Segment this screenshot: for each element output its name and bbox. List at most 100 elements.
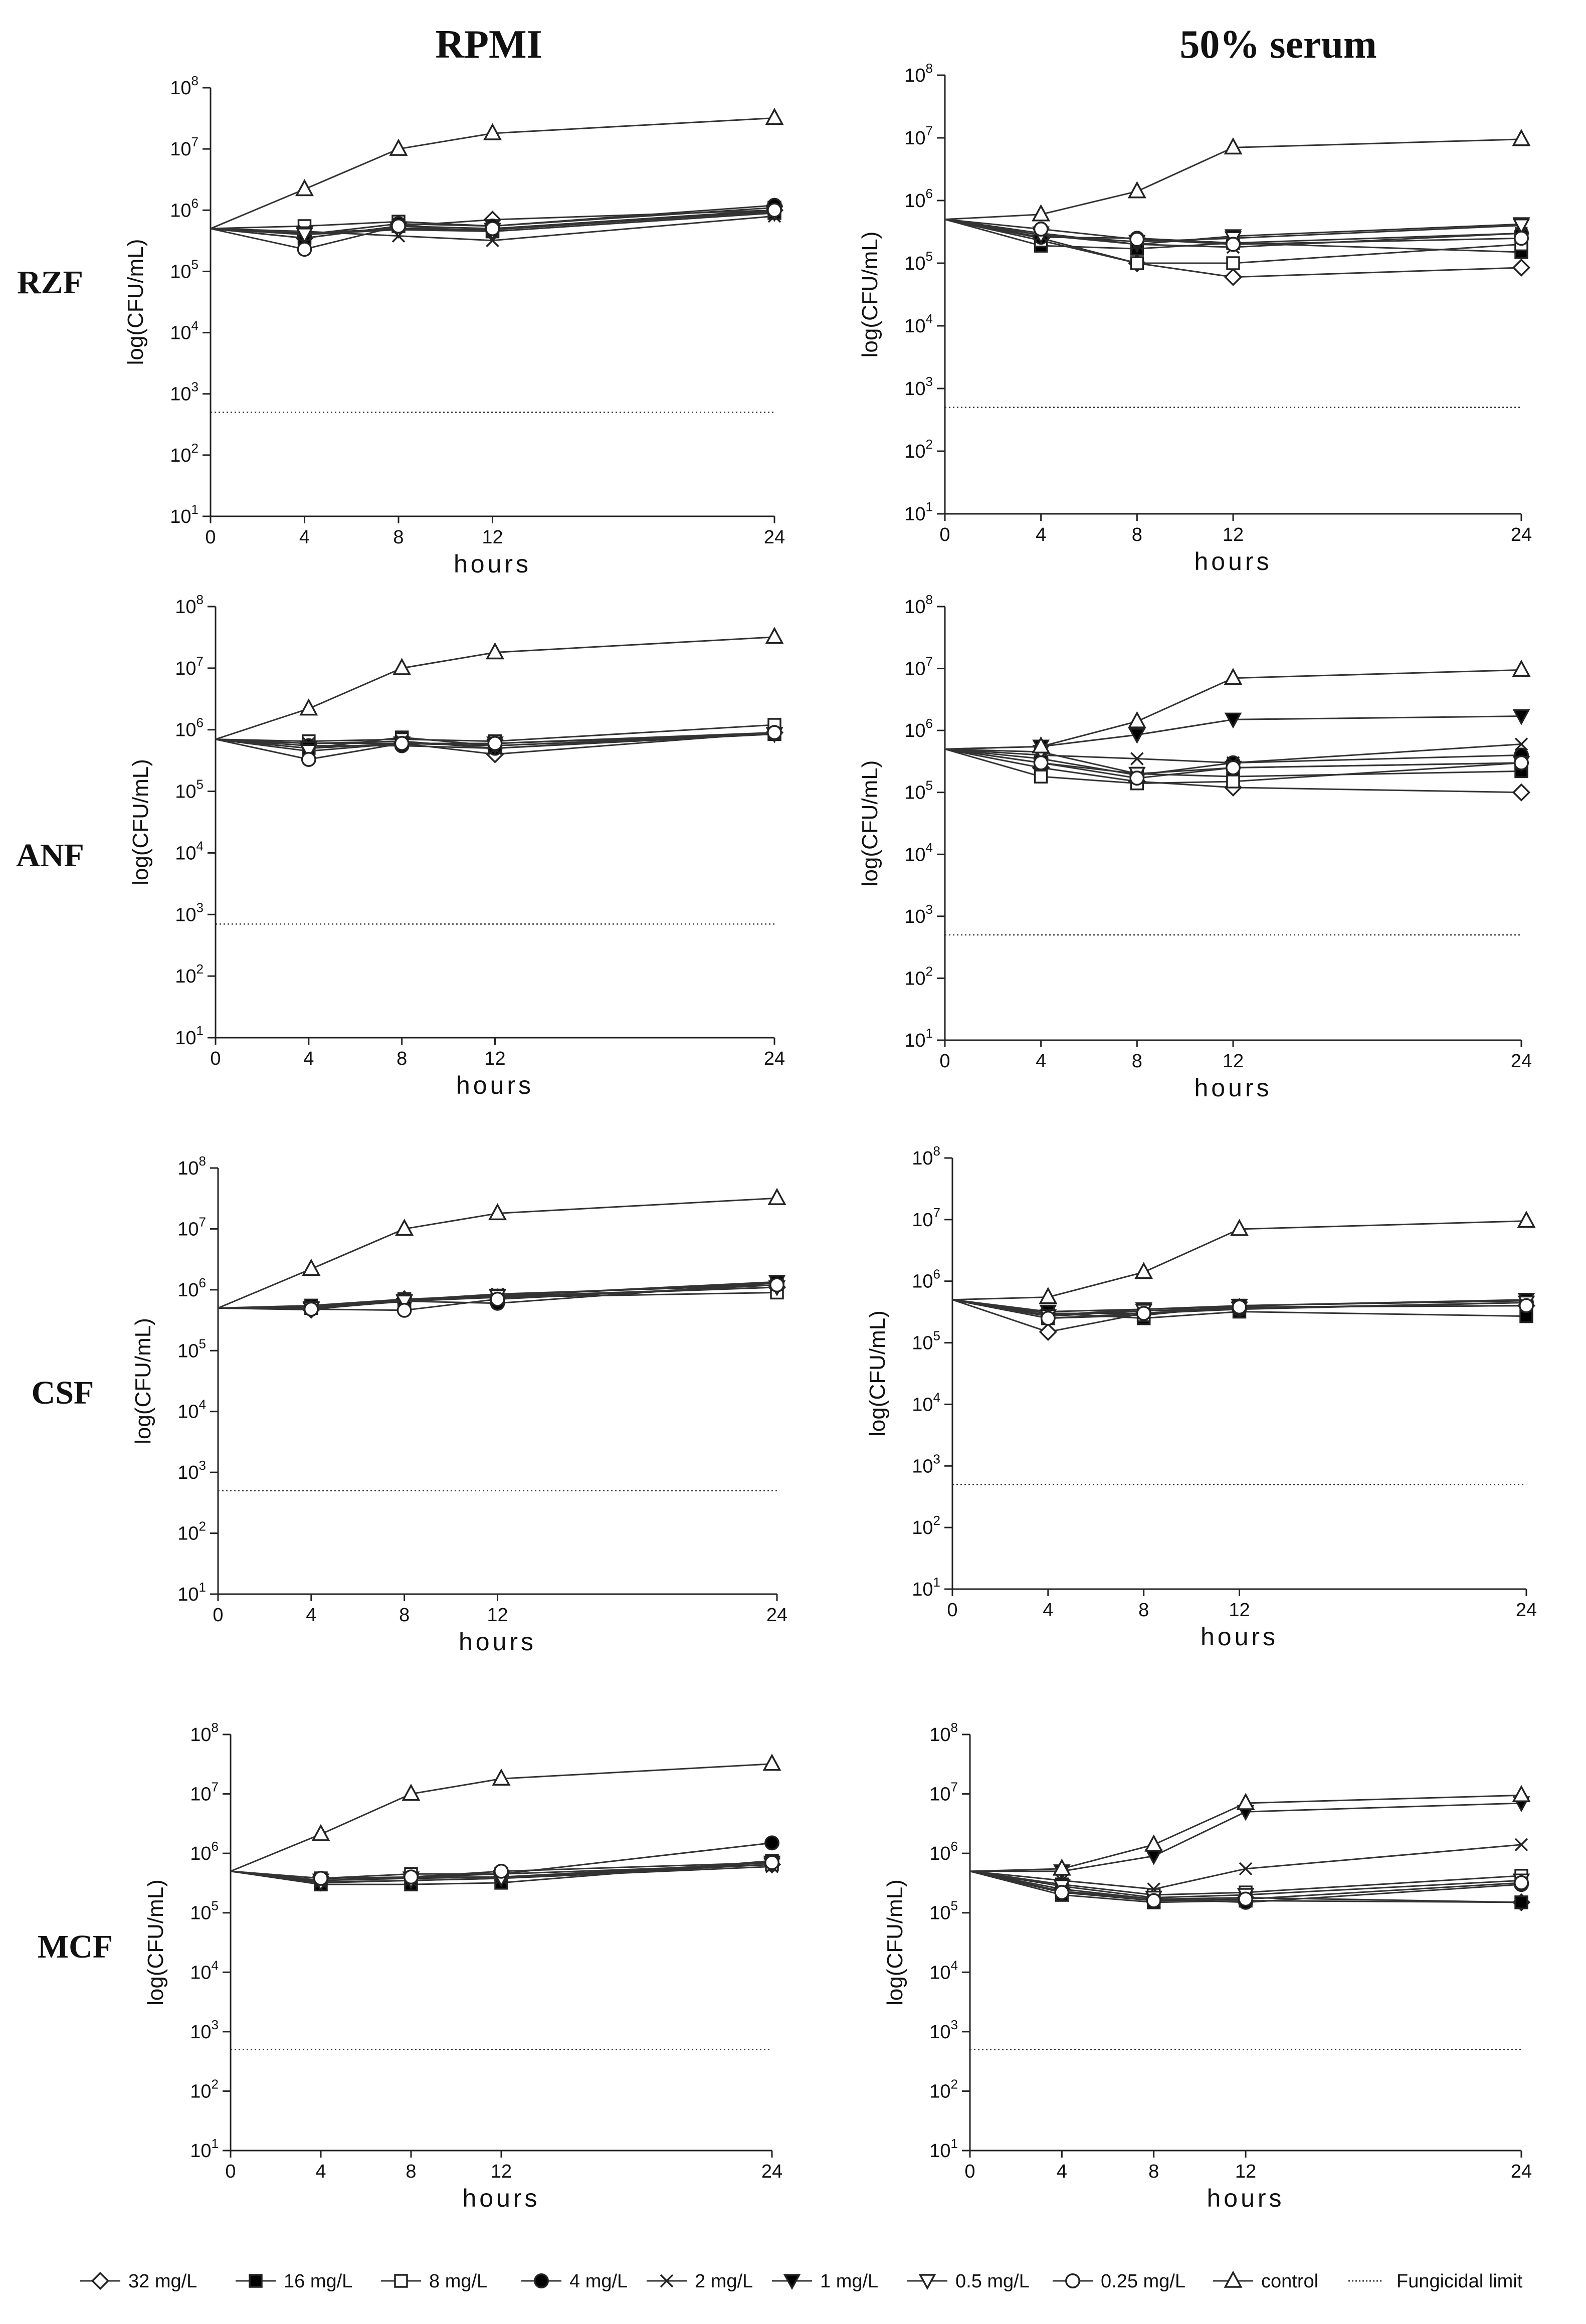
chart-panels: 101 102 103 104 105 106 107 108 0 4 8 12 24 hours log(… xyxy=(123,61,1537,2212)
x-axis-title: hours xyxy=(462,2184,540,2212)
x-tick-label: 24 xyxy=(1511,524,1532,545)
data-point-0-5-mg-l xyxy=(1512,218,1530,235)
legend-item-1-mg-l: 1 mg/L xyxy=(772,2271,878,2292)
y-tick-label: 104 xyxy=(904,311,933,337)
data-point-0-5-mg-l xyxy=(395,1294,414,1311)
series-0-25-mg-l xyxy=(969,1870,1529,1908)
data-point-control xyxy=(1134,1262,1153,1279)
data-point-control xyxy=(1032,204,1051,222)
y-tick-label: 105 xyxy=(929,1898,958,1924)
x-tick-label: 8 xyxy=(1132,524,1142,545)
data-point-control xyxy=(767,1188,786,1205)
legend: 32 mg/L 16 mg/L 8 mg/L 4 mg/L 2 mg/L 1 mg/L 0.… xyxy=(80,2270,1523,2292)
data-point-8-mg-l xyxy=(1226,256,1240,270)
data-point-control xyxy=(1512,659,1531,677)
legend-label: Fungicidal limit xyxy=(1397,2271,1523,2292)
y-tick-label: 101 xyxy=(190,2136,219,2162)
data-point-0-25-mg-l xyxy=(1129,770,1145,786)
data-point-0-25-mg-l xyxy=(485,221,500,237)
y-axis-title: log(CFU/mL) xyxy=(858,232,882,358)
data-point-0-25-mg-l xyxy=(1519,1298,1534,1313)
data-point-2-mg-l xyxy=(1514,1838,1528,1852)
series-control xyxy=(969,1785,1531,1876)
y-tick-label: 105 xyxy=(170,257,199,282)
legend-item-4-mg-l: 4 mg/L xyxy=(521,2271,628,2292)
x-axis-title: hours xyxy=(1194,1074,1272,1102)
data-point-0-25-mg-l xyxy=(1514,755,1529,770)
series-0-25-mg-l xyxy=(218,1277,784,1318)
x-tick-label: 4 xyxy=(1036,524,1046,545)
y-tick-label: 102 xyxy=(190,2076,219,2102)
x-tick-label: 4 xyxy=(1036,1051,1046,1072)
data-point-2-mg-l xyxy=(1130,752,1144,765)
data-point-control xyxy=(302,1258,321,1276)
data-point-control xyxy=(1224,668,1243,685)
y-tick-label: 102 xyxy=(912,1513,940,1538)
data-point-0-25-mg-l xyxy=(313,1871,328,1886)
data-point-0-25-mg-l xyxy=(404,1869,419,1885)
y-tick-label: 107 xyxy=(912,1205,940,1231)
data-point-32-mg-l xyxy=(1224,268,1243,286)
legend-label: 0.25 mg/L xyxy=(1101,2271,1185,2292)
y-tick-label: 106 xyxy=(177,1275,206,1301)
data-point-0-25-mg-l xyxy=(494,1863,509,1879)
y-axis-title: log(CFU/mL) xyxy=(123,239,148,365)
data-point-1-mg-l xyxy=(1224,712,1242,729)
y-tick-label: 103 xyxy=(904,902,933,927)
data-point-control xyxy=(762,1754,781,1771)
x-axis-title: hours xyxy=(1194,547,1272,575)
panel-csf-rpmi: 101 102 103 104 105 106 107 108 0 4 8 12 24 hours log(… xyxy=(131,1153,787,1656)
data-point-control xyxy=(1512,1785,1531,1802)
data-point-8-mg-l xyxy=(1034,769,1048,784)
series-0-25-mg-l xyxy=(210,203,782,257)
data-point-0-25-mg-l xyxy=(394,736,410,751)
x-tick-label: 12 xyxy=(482,527,503,548)
y-tick-label: 106 xyxy=(912,1267,940,1292)
x-axis-title: hours xyxy=(1207,2184,1284,2212)
data-point-32-mg-l xyxy=(1512,783,1531,802)
data-point-control xyxy=(1127,711,1146,728)
y-tick-label: 103 xyxy=(929,2017,958,2043)
panel-mcf-rpmi: 101 102 103 104 105 106 107 108 0 4 8 12 24 hours log(… xyxy=(143,1720,782,2212)
y-axis-title: log(CFU/mL) xyxy=(143,1879,168,2006)
data-point-0-25-mg-l xyxy=(301,751,316,767)
data-point-control xyxy=(295,178,314,197)
data-point-control xyxy=(1224,137,1243,155)
data-point-control xyxy=(1127,181,1146,199)
legend-item-0-5-mg-l: 0.5 mg/L xyxy=(907,2271,1030,2292)
x-tick-label: 12 xyxy=(1229,1600,1250,1621)
y-tick-label: 102 xyxy=(904,963,933,989)
y-tick-label: 106 xyxy=(175,715,204,741)
data-point-control xyxy=(1052,1858,1071,1876)
y-tick-label: 101 xyxy=(177,1580,206,1605)
x-axis-title: hours xyxy=(454,550,531,578)
data-point-0-25-mg-l xyxy=(297,242,312,257)
data-point-0-25-mg-l xyxy=(764,1855,779,1870)
data-point-control xyxy=(402,1784,421,1801)
row-label-csf: CSF xyxy=(32,1375,94,1411)
y-tick-label: 105 xyxy=(904,249,933,274)
legend-marker xyxy=(394,2274,408,2288)
series-control xyxy=(218,1188,786,1309)
y-tick-label: 102 xyxy=(904,437,933,462)
panel-csf-50-serum: 101 102 103 104 105 106 107 108 0 4 8 12 24 hours log(… xyxy=(865,1143,1537,1651)
column-title-serum: 50% serum xyxy=(1179,23,1376,67)
y-tick-label: 104 xyxy=(912,1390,940,1415)
y-tick-label: 104 xyxy=(175,838,204,864)
data-point-32-mg-l xyxy=(1512,258,1531,277)
x-tick-label: 0 xyxy=(964,2161,975,2182)
y-tick-label: 104 xyxy=(177,1397,206,1423)
y-tick-label: 108 xyxy=(190,1720,219,1746)
x-tick-label: 0 xyxy=(947,1600,957,1621)
data-point-0-25-mg-l xyxy=(1226,237,1241,252)
legend-label: 1 mg/L xyxy=(820,2271,878,2292)
data-point-0-25-mg-l xyxy=(769,1277,784,1293)
y-tick-label: 104 xyxy=(190,1958,219,1983)
x-axis-title: hours xyxy=(1201,1623,1278,1651)
x-tick-label: 24 xyxy=(761,2161,782,2182)
x-tick-label: 24 xyxy=(1516,1600,1537,1621)
data-point-0-25-mg-l xyxy=(397,1302,412,1318)
data-point-control xyxy=(485,642,505,660)
data-point-8-mg-l xyxy=(1226,774,1240,789)
